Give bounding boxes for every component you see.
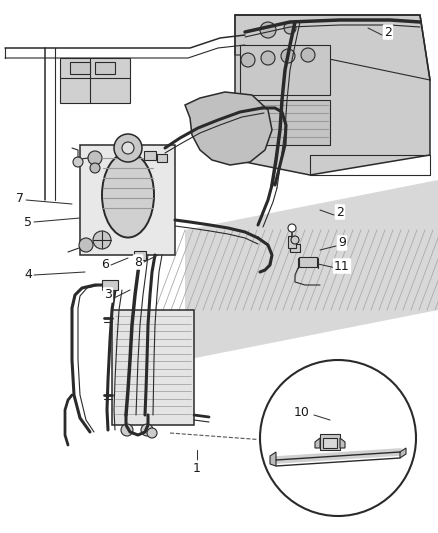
Text: 4: 4 <box>24 269 32 281</box>
Circle shape <box>284 22 296 34</box>
Ellipse shape <box>102 152 154 238</box>
Circle shape <box>93 231 111 249</box>
Circle shape <box>114 134 142 162</box>
Text: 10: 10 <box>294 406 310 418</box>
Circle shape <box>260 22 276 38</box>
Bar <box>134 251 146 260</box>
Text: 5: 5 <box>24 215 32 229</box>
Text: 7: 7 <box>16 191 24 205</box>
Circle shape <box>147 428 157 438</box>
Circle shape <box>241 53 255 67</box>
Polygon shape <box>270 452 276 466</box>
Polygon shape <box>315 438 320 448</box>
Circle shape <box>79 238 93 252</box>
Text: 2: 2 <box>384 26 392 38</box>
Circle shape <box>73 157 83 167</box>
Circle shape <box>141 424 153 436</box>
Circle shape <box>288 224 296 232</box>
Circle shape <box>90 163 100 173</box>
Text: 11: 11 <box>334 260 350 272</box>
Circle shape <box>122 142 134 154</box>
Polygon shape <box>235 15 430 175</box>
Circle shape <box>301 48 315 62</box>
Circle shape <box>88 151 102 165</box>
Circle shape <box>281 49 295 63</box>
Circle shape <box>121 424 133 436</box>
Bar <box>144 151 156 160</box>
Bar <box>288 236 296 248</box>
Circle shape <box>260 360 416 516</box>
Bar <box>60 58 130 103</box>
Polygon shape <box>185 180 438 360</box>
Polygon shape <box>340 438 345 448</box>
Polygon shape <box>80 145 175 255</box>
Bar <box>95 62 115 74</box>
Bar <box>102 280 118 290</box>
Polygon shape <box>185 92 272 165</box>
Bar <box>112 310 194 425</box>
Polygon shape <box>400 448 406 458</box>
Text: 2: 2 <box>336 206 344 219</box>
Circle shape <box>258 358 418 518</box>
Text: 8: 8 <box>134 255 142 269</box>
Bar <box>323 438 337 448</box>
Text: 9: 9 <box>338 237 346 249</box>
Text: 6: 6 <box>101 259 109 271</box>
Bar <box>290 244 300 252</box>
Bar <box>240 45 330 95</box>
Bar <box>320 434 340 450</box>
Circle shape <box>261 51 275 65</box>
Bar <box>70 62 90 74</box>
Text: 3: 3 <box>104 288 112 302</box>
Circle shape <box>291 236 299 244</box>
Text: 1: 1 <box>193 462 201 474</box>
Bar <box>157 154 167 162</box>
Bar <box>299 257 317 267</box>
Bar <box>240 100 330 145</box>
